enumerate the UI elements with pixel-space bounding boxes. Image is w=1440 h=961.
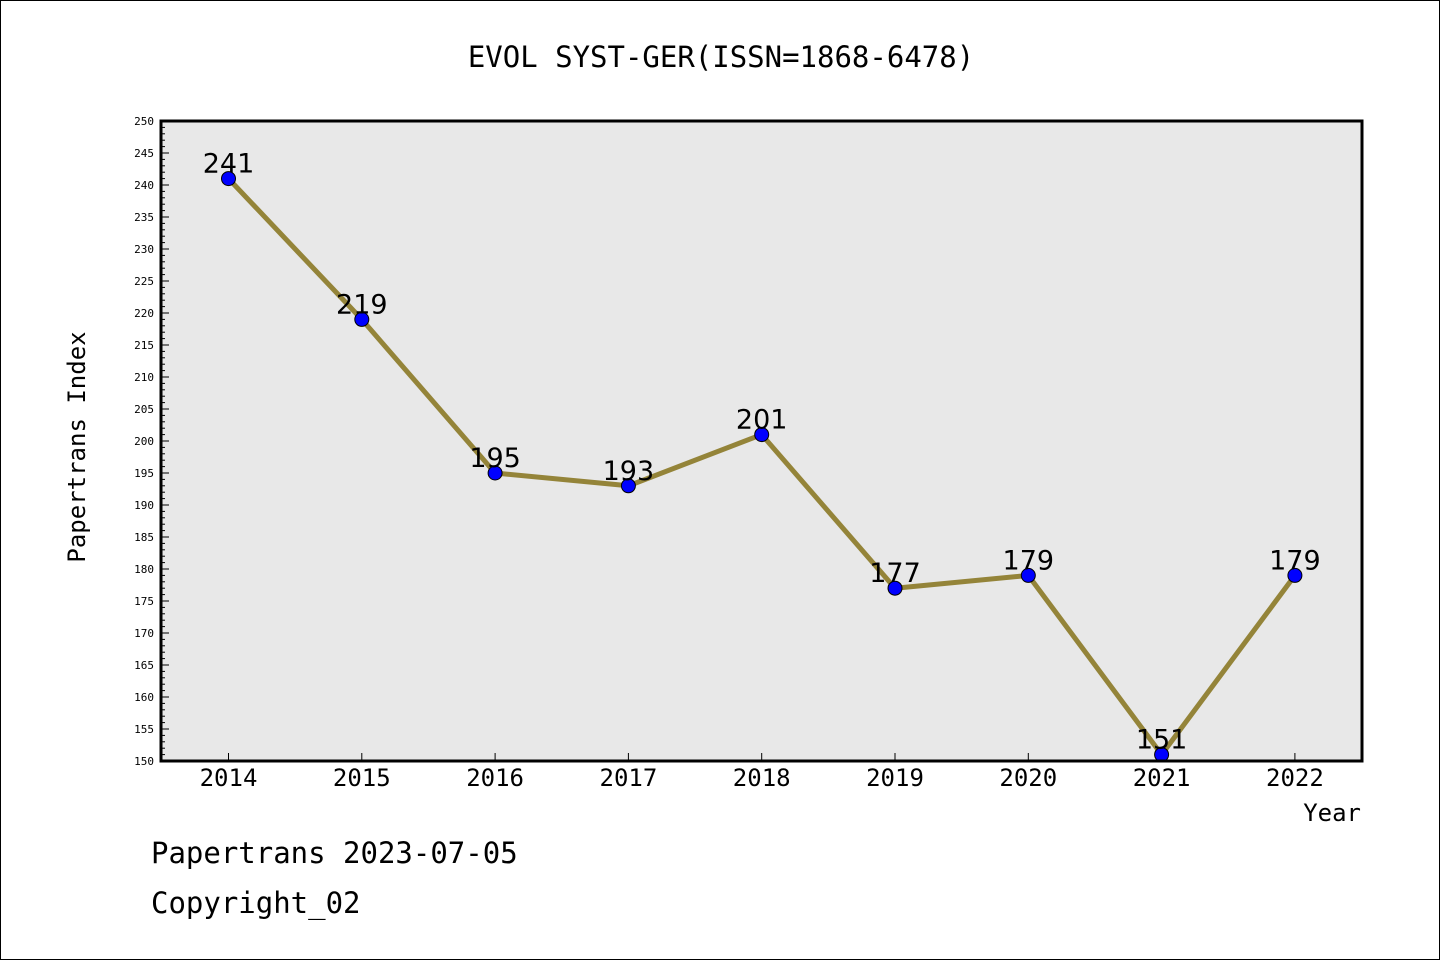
y-tick-label: 180 bbox=[134, 563, 154, 576]
y-tick-label: 190 bbox=[134, 499, 154, 512]
x-tick-label: 2014 bbox=[200, 764, 258, 792]
chart-title: EVOL SYST-GER(ISSN=1868-6478) bbox=[468, 40, 974, 74]
y-tick-label: 225 bbox=[134, 275, 154, 288]
data-label: 179 bbox=[1003, 545, 1055, 576]
data-label: 201 bbox=[736, 405, 788, 436]
data-label: 151 bbox=[1136, 725, 1188, 756]
data-label: 193 bbox=[603, 456, 655, 487]
data-point bbox=[887, 580, 903, 596]
data-label: 195 bbox=[469, 443, 521, 474]
data-label: 219 bbox=[336, 289, 388, 320]
x-tick-label: 2016 bbox=[466, 764, 524, 792]
y-tick-label: 185 bbox=[134, 531, 154, 544]
data-label: 241 bbox=[203, 149, 255, 180]
y-axis-label: Papertrans Index bbox=[63, 331, 91, 562]
data-label: 177 bbox=[869, 558, 921, 589]
x-tick-label: 2019 bbox=[866, 764, 924, 792]
y-tick-label: 245 bbox=[134, 147, 154, 160]
x-tick-label: 2018 bbox=[733, 764, 791, 792]
y-tick-label: 160 bbox=[134, 691, 154, 704]
x-tick-label: 2021 bbox=[1133, 764, 1191, 792]
x-tick-label: 2020 bbox=[999, 764, 1057, 792]
y-tick-label: 195 bbox=[134, 467, 154, 480]
data-point bbox=[620, 478, 636, 494]
y-tick-label: 175 bbox=[134, 595, 154, 608]
data-point bbox=[754, 427, 770, 443]
y-tick-label: 215 bbox=[134, 339, 154, 352]
x-axis: 2014 2015 2016 2017 2018 2019 2020 2021 2022 bbox=[200, 753, 1324, 792]
y-tick-label: 250 bbox=[134, 115, 154, 128]
y-tick-label: 200 bbox=[134, 435, 154, 448]
y-tick-label: 210 bbox=[134, 371, 154, 384]
footer-date: Papertrans 2023-07-05 bbox=[151, 836, 518, 870]
data-point bbox=[1020, 567, 1036, 583]
plot-border bbox=[159, 119, 1364, 763]
x-tick-label: 2022 bbox=[1266, 764, 1324, 792]
y-tick-label: 150 bbox=[134, 755, 154, 768]
y-tick-label: 235 bbox=[134, 211, 154, 224]
y-tick-label: 165 bbox=[134, 659, 154, 672]
y-tick-label: 240 bbox=[134, 179, 154, 192]
data-point bbox=[221, 171, 236, 187]
y-tick-label: 205 bbox=[134, 403, 154, 416]
data-point bbox=[1287, 567, 1303, 583]
footer-copyright: Copyright_02 bbox=[151, 886, 361, 920]
data-label: 179 bbox=[1269, 545, 1321, 576]
y-tick-label: 155 bbox=[134, 723, 154, 736]
x-tick-label: 2015 bbox=[333, 764, 391, 792]
y-axis: 150 155 160 165 170 175 180 185 190 195 200 205 210 2… bbox=[134, 115, 169, 768]
data-point bbox=[354, 311, 370, 327]
x-axis-label: Year bbox=[1303, 799, 1361, 827]
series-layer: 241 219 195 193 201 177 179 151 179 bbox=[203, 149, 1321, 763]
data-point bbox=[487, 465, 503, 481]
y-tick-label: 230 bbox=[134, 243, 154, 256]
y-tick-label: 170 bbox=[134, 627, 154, 640]
y-tick-label: 220 bbox=[134, 307, 154, 320]
x-tick-label: 2017 bbox=[600, 764, 658, 792]
